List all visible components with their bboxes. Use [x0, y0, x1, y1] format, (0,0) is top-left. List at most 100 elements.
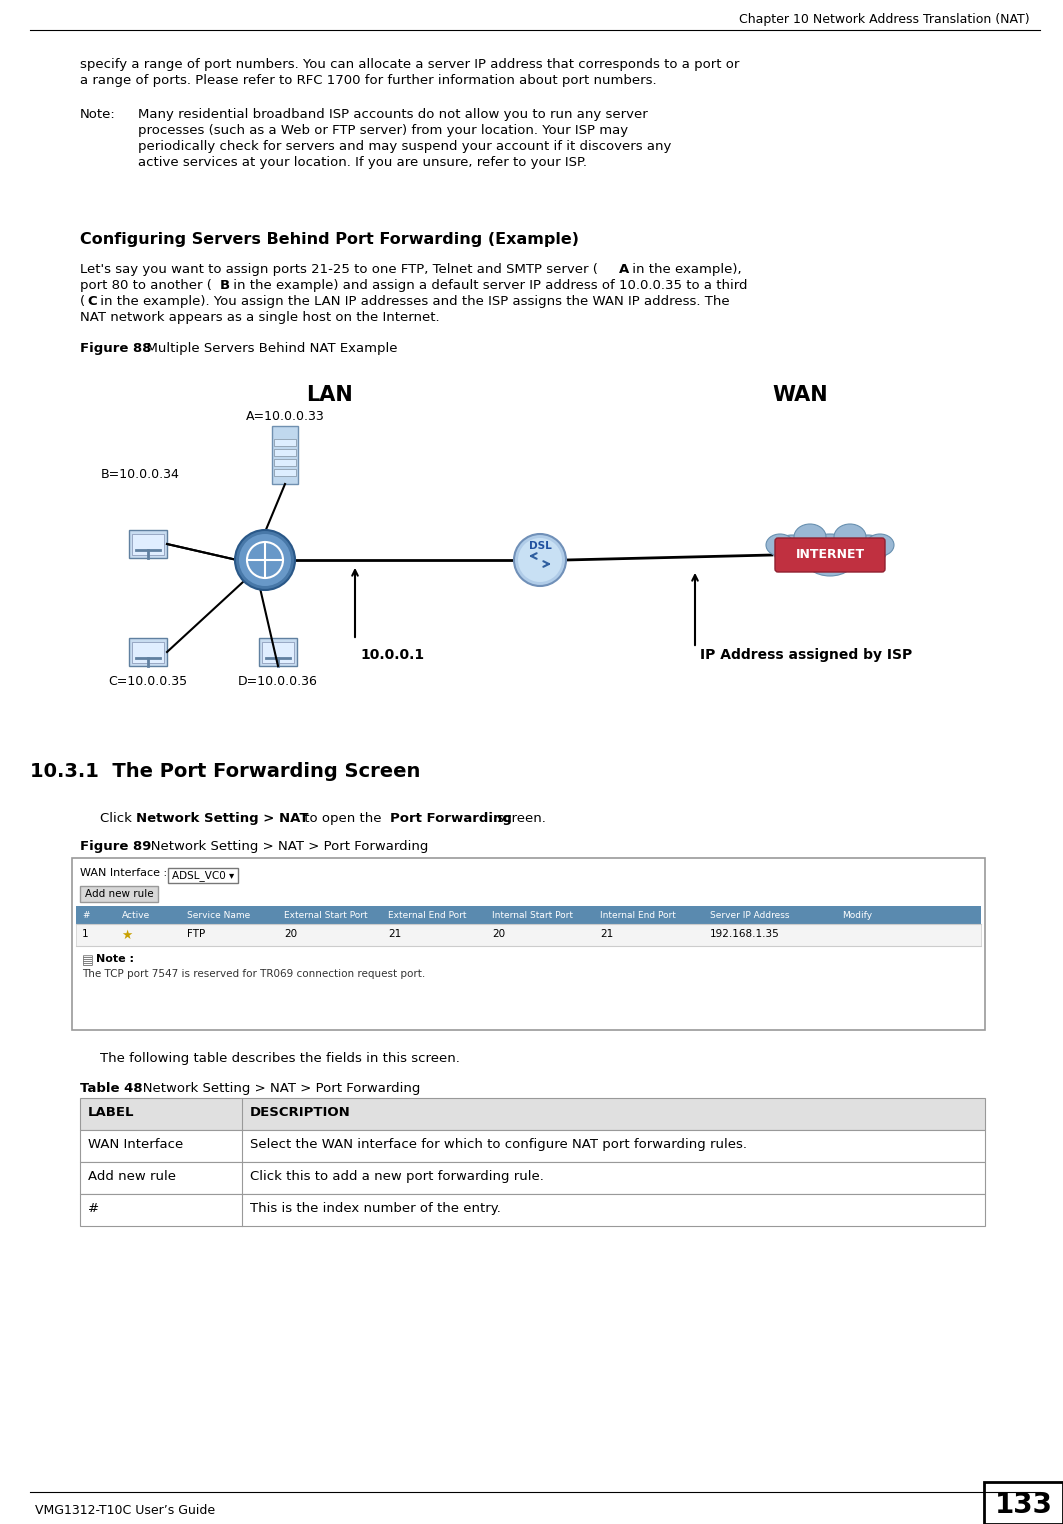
Text: Network Setting > NAT > Port Forwarding: Network Setting > NAT > Port Forwarding	[130, 1082, 420, 1096]
FancyBboxPatch shape	[775, 538, 885, 572]
Text: Internal End Port: Internal End Port	[600, 911, 676, 920]
Text: periodically check for servers and may suspend your account if it discovers any: periodically check for servers and may s…	[138, 140, 672, 152]
Text: C: C	[87, 296, 97, 308]
Text: #: #	[82, 911, 89, 920]
Text: Chapter 10 Network Address Translation (NAT): Chapter 10 Network Address Translation (…	[740, 14, 1030, 26]
Circle shape	[239, 533, 291, 587]
FancyBboxPatch shape	[129, 639, 167, 666]
Text: Internal Start Port: Internal Start Port	[492, 911, 573, 920]
Text: VMG1312-T10C User’s Guide: VMG1312-T10C User’s Guide	[35, 1504, 215, 1516]
FancyBboxPatch shape	[129, 530, 167, 558]
Text: Add new rule: Add new rule	[85, 888, 153, 899]
Text: FTP: FTP	[187, 930, 205, 939]
Text: External End Port: External End Port	[388, 911, 467, 920]
FancyBboxPatch shape	[75, 924, 981, 946]
Text: Click this to add a new port forwarding rule.: Click this to add a new port forwarding …	[250, 1170, 544, 1183]
Ellipse shape	[766, 533, 794, 556]
Text: Network Setting > NAT > Port Forwarding: Network Setting > NAT > Port Forwarding	[138, 840, 428, 853]
Text: Table 48: Table 48	[80, 1082, 142, 1096]
Text: processes (such as a Web or FTP server) from your location. Your ISP may: processes (such as a Web or FTP server) …	[138, 123, 628, 137]
Ellipse shape	[794, 524, 826, 550]
Text: ADSL_VC0 ▾: ADSL_VC0 ▾	[172, 870, 234, 881]
FancyBboxPatch shape	[984, 1481, 1063, 1524]
FancyBboxPatch shape	[259, 639, 297, 666]
Ellipse shape	[773, 535, 811, 565]
Text: 192.168.1.35: 192.168.1.35	[710, 930, 780, 939]
Text: in the example). You assign the LAN IP addresses and the ISP assigns the WAN IP : in the example). You assign the LAN IP a…	[96, 296, 729, 308]
Text: Many residential broadband ISP accounts do not allow you to run any server: Many residential broadband ISP accounts …	[138, 108, 647, 120]
Text: Modify: Modify	[842, 911, 872, 920]
Text: This is the index number of the entry.: This is the index number of the entry.	[250, 1202, 501, 1215]
Text: Server IP Address: Server IP Address	[710, 911, 790, 920]
FancyBboxPatch shape	[272, 427, 298, 485]
Text: 21: 21	[600, 930, 613, 939]
Text: B=10.0.0.34: B=10.0.0.34	[101, 468, 180, 482]
Text: WAN: WAN	[772, 386, 828, 405]
Ellipse shape	[803, 533, 858, 576]
Text: Figure 88: Figure 88	[80, 341, 152, 355]
FancyBboxPatch shape	[80, 1097, 985, 1129]
Text: specify a range of port numbers. You can allocate a server IP address that corre: specify a range of port numbers. You can…	[80, 58, 740, 72]
Text: Multiple Servers Behind NAT Example: Multiple Servers Behind NAT Example	[138, 341, 398, 355]
Text: Port Forwarding: Port Forwarding	[390, 812, 512, 824]
Text: Active: Active	[122, 911, 150, 920]
Text: Click: Click	[100, 812, 136, 824]
Text: Network Setting > NAT: Network Setting > NAT	[136, 812, 308, 824]
Text: External Start Port: External Start Port	[284, 911, 368, 920]
Text: 10.3.1  The Port Forwarding Screen: 10.3.1 The Port Forwarding Screen	[30, 762, 420, 780]
FancyBboxPatch shape	[274, 469, 296, 475]
FancyBboxPatch shape	[274, 459, 296, 466]
FancyBboxPatch shape	[168, 869, 238, 882]
Ellipse shape	[849, 535, 887, 565]
Circle shape	[518, 538, 562, 582]
Text: LAN: LAN	[306, 386, 353, 405]
Text: Configuring Servers Behind Port Forwarding (Example): Configuring Servers Behind Port Forwardi…	[80, 232, 579, 247]
Circle shape	[235, 530, 296, 590]
Text: The TCP port 7547 is reserved for TR069 connection request port.: The TCP port 7547 is reserved for TR069 …	[82, 969, 425, 978]
Text: DESCRIPTION: DESCRIPTION	[250, 1106, 351, 1119]
Text: ▤: ▤	[82, 954, 94, 968]
FancyBboxPatch shape	[132, 533, 164, 555]
Text: 21: 21	[388, 930, 401, 939]
Text: (: (	[80, 296, 85, 308]
Circle shape	[514, 533, 566, 587]
Text: WAN Interface: WAN Interface	[88, 1138, 183, 1151]
Text: 133: 133	[995, 1490, 1053, 1519]
Text: A=10.0.0.33: A=10.0.0.33	[246, 410, 324, 424]
Text: 20: 20	[492, 930, 505, 939]
Text: ★: ★	[121, 930, 133, 942]
Text: port 80 to another (: port 80 to another (	[80, 279, 212, 293]
Text: A: A	[619, 264, 629, 276]
FancyBboxPatch shape	[274, 450, 296, 456]
FancyBboxPatch shape	[274, 439, 296, 447]
Text: a range of ports. Please refer to RFC 1700 for further information about port nu: a range of ports. Please refer to RFC 17…	[80, 75, 657, 87]
Text: in the example),: in the example),	[628, 264, 742, 276]
Text: Note:: Note:	[80, 108, 116, 120]
FancyBboxPatch shape	[132, 642, 164, 663]
Text: 20: 20	[284, 930, 298, 939]
FancyBboxPatch shape	[75, 905, 981, 924]
Text: The following table describes the fields in this screen.: The following table describes the fields…	[100, 1052, 460, 1065]
Text: 1: 1	[82, 930, 88, 939]
Text: NAT network appears as a single host on the Internet.: NAT network appears as a single host on …	[80, 311, 440, 325]
FancyBboxPatch shape	[80, 1193, 985, 1225]
Text: WAN Interface :: WAN Interface :	[80, 869, 167, 878]
Text: Let's say you want to assign ports 21-25 to one FTP, Telnet and SMTP server (: Let's say you want to assign ports 21-25…	[80, 264, 597, 276]
Text: Figure 89: Figure 89	[80, 840, 151, 853]
Text: Note :: Note :	[96, 954, 134, 965]
FancyBboxPatch shape	[80, 1161, 985, 1193]
Text: LABEL: LABEL	[88, 1106, 135, 1119]
FancyBboxPatch shape	[72, 858, 985, 1030]
Text: screen.: screen.	[493, 812, 546, 824]
Ellipse shape	[834, 524, 866, 550]
Text: C=10.0.0.35: C=10.0.0.35	[108, 675, 187, 687]
Text: #: #	[88, 1202, 99, 1215]
Text: in the example) and assign a default server IP address of 10.0.0.35 to a third: in the example) and assign a default ser…	[229, 279, 747, 293]
Text: Add new rule: Add new rule	[88, 1170, 176, 1183]
Text: D=10.0.0.36: D=10.0.0.36	[238, 675, 318, 687]
Text: DSL: DSL	[528, 541, 552, 552]
Text: IP Address assigned by ISP: IP Address assigned by ISP	[701, 648, 912, 661]
Text: active services at your location. If you are unsure, refer to your ISP.: active services at your location. If you…	[138, 155, 587, 169]
Text: Select the WAN interface for which to configure NAT port forwarding rules.: Select the WAN interface for which to co…	[250, 1138, 747, 1151]
Text: to open the: to open the	[300, 812, 386, 824]
